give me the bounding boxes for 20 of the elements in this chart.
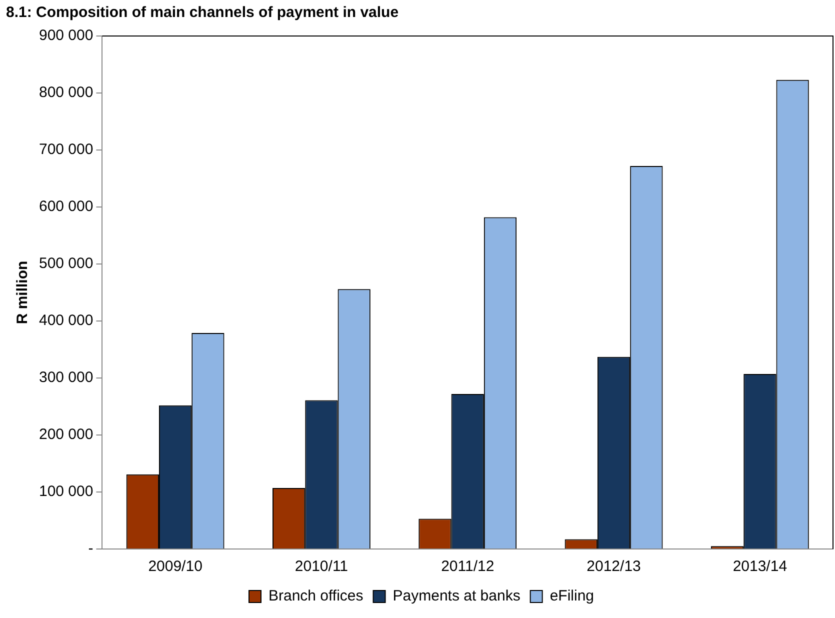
y-tick-label: 600 000: [38, 198, 94, 216]
y-tick-label: 800 000: [38, 84, 94, 102]
y-tick-label: 900 000: [38, 27, 94, 44]
y-tick-label: 700 000: [38, 141, 94, 158]
chart-title: 8.1: Composition of main channels of payment in value: [5, 3, 400, 23]
y-tick-label: 400 000: [38, 312, 94, 330]
x-tick-label: 2011/12: [441, 558, 494, 576]
legend-label: Payments at banks: [392, 588, 520, 605]
y-axis-title: R million: [14, 260, 32, 324]
y-tick-label: 300 000: [38, 369, 94, 386]
x-tick-label: 2010/11: [294, 558, 348, 576]
x-tick-label: 2009/10: [148, 558, 202, 576]
y-tick-label: 100 000: [38, 483, 94, 500]
x-tick-label: 2012/13: [586, 558, 641, 576]
legend-label: eFiling: [550, 588, 594, 605]
legend-label: Branch offices: [268, 588, 364, 605]
y-tick-label: 500 000: [38, 255, 94, 272]
x-tick-label: 2013/14: [732, 558, 788, 576]
y-tick-label: 200 000: [38, 426, 94, 444]
y-tick-label: -: [88, 540, 94, 558]
